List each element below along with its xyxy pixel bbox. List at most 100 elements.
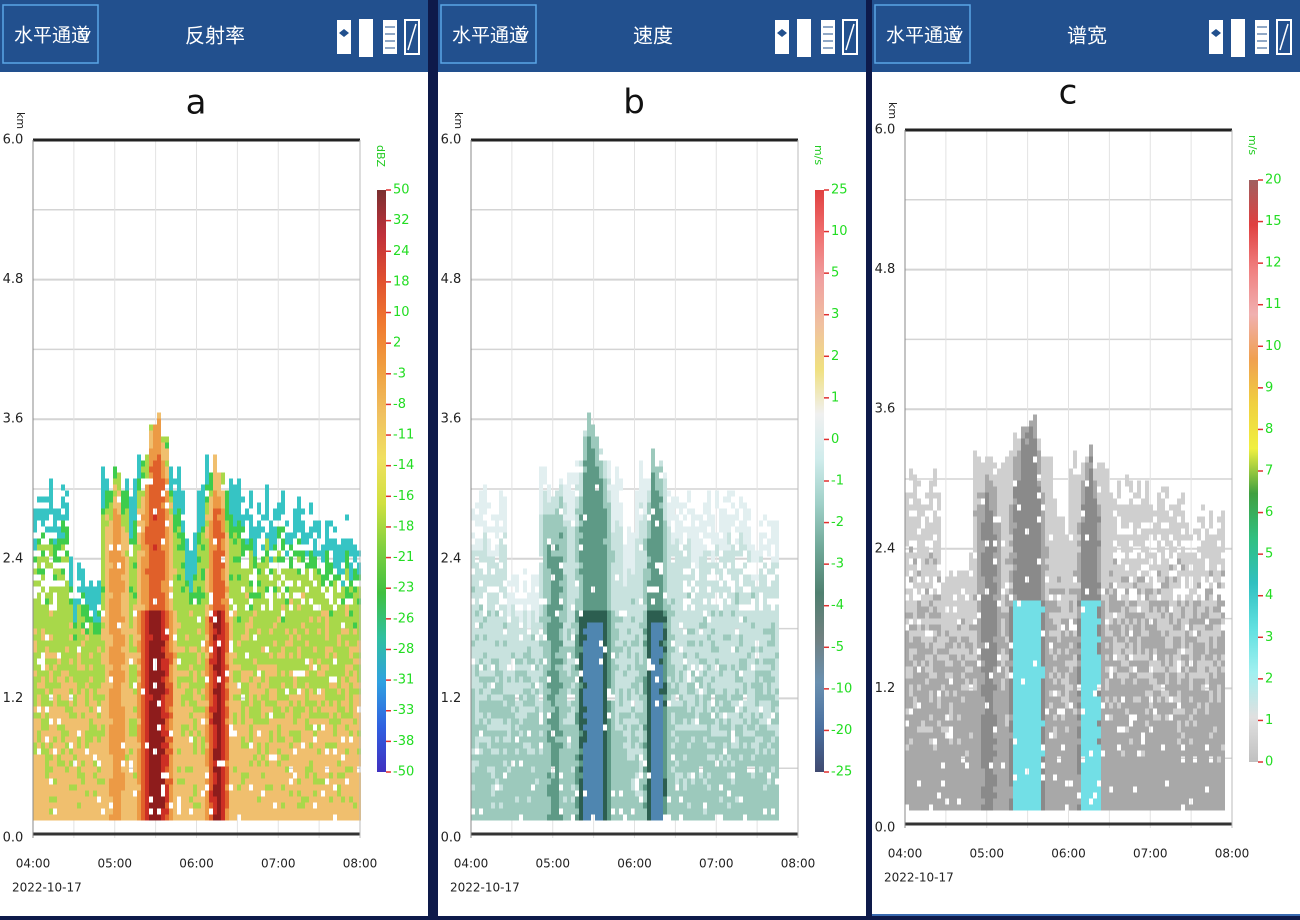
x-tick-label: 07:00 (699, 857, 734, 871)
colorbar-label: -21 (393, 550, 414, 565)
y-unit: km (886, 102, 899, 119)
colorbar-label: -28 (393, 642, 414, 657)
channel-dropdown[interactable]: 水平通道 (440, 4, 537, 64)
panel-label: c (1059, 73, 1078, 113)
heatmap-region (33, 454, 361, 623)
y-tick-label: 1.2 (3, 691, 24, 706)
y-tick-label: 2.4 (441, 551, 462, 566)
colorbar-label: 25 (831, 183, 848, 198)
colorbar-label: 1 (1265, 713, 1273, 728)
layers-icon[interactable] (1211, 29, 1221, 37)
x-tick-label: 08:00 (781, 857, 816, 871)
layers-icon[interactable] (339, 29, 349, 37)
product-title: 谱宽 (1067, 24, 1107, 48)
x-tick-label: 04:00 (888, 847, 923, 861)
expand-button[interactable] (842, 19, 858, 55)
colorbar-label: 3 (831, 307, 839, 322)
blank-button[interactable] (797, 19, 811, 57)
channel-dropdown[interactable]: 水平通道 (2, 4, 99, 64)
colorbar-label: 18 (393, 274, 410, 289)
colorbar-unit: m/s (1246, 135, 1259, 155)
colorbar-label: -1 (831, 474, 844, 489)
date-label: 2022-10-17 (450, 881, 520, 895)
expand-icon[interactable] (1279, 23, 1289, 51)
panel: 水平通道 谱宽 c km 6.0 4.8 3.6 2.4 1.2 0.0 04:00 05:00 06:… (872, 0, 1300, 916)
colorbar-label: 8 (1265, 422, 1273, 437)
colorbar-label: -25 (831, 765, 852, 780)
product-title: 反射率 (185, 24, 245, 48)
table-button[interactable] (1255, 20, 1269, 54)
colorbar-label: 5 (1265, 547, 1273, 562)
blank-button[interactable] (1231, 19, 1245, 57)
x-tick-label: 05:00 (97, 857, 132, 871)
colorbar-label: -2 (831, 515, 844, 530)
expand-button[interactable] (404, 19, 420, 55)
colorbar-label: -10 (831, 681, 852, 696)
colorbar-label: -4 (831, 598, 844, 613)
blank-button[interactable] (359, 19, 373, 57)
panel: 水平通道 反射率 a km 6.0 4.8 3.6 2.4 1.2 0.0 04:00 05:00 06… (0, 0, 428, 916)
y-tick-label: 6.0 (441, 133, 462, 148)
colorbar-label: 2 (1265, 671, 1273, 686)
colorbar-unit: dBZ (374, 145, 387, 168)
colorbar (815, 190, 824, 772)
dropdown-box[interactable] (440, 4, 537, 64)
dropdown-label[interactable]: 水平通道 (452, 25, 528, 47)
colorbar-label: -33 (393, 703, 414, 718)
colorbar-label: -3 (831, 557, 844, 572)
heatmap-region (905, 432, 1225, 763)
y-tick-label: 6.0 (875, 123, 896, 138)
colorbar-label: -38 (393, 734, 414, 749)
table-button[interactable] (383, 20, 397, 54)
x-tick-label: 08:00 (343, 857, 378, 871)
colorbar-label: 10 (831, 224, 848, 239)
expand-button[interactable] (1276, 19, 1292, 55)
y-tick-label: 2.4 (875, 541, 896, 556)
dropdown-arrow[interactable] (951, 30, 963, 43)
colorbar-label: -26 (393, 611, 414, 626)
y-tick-label: 1.2 (875, 681, 896, 696)
dropdown-arrow[interactable] (79, 30, 91, 43)
heatmap-region (583, 622, 663, 821)
expand-icon[interactable] (407, 23, 417, 51)
dropdown-box[interactable] (2, 4, 99, 64)
colorbar-label: 4 (1265, 588, 1273, 603)
y-tick-label: 3.6 (3, 412, 24, 427)
heatmap-region (471, 460, 779, 629)
expand-icon[interactable] (845, 23, 855, 51)
table-button[interactable] (821, 20, 835, 54)
colorbar-label: -3 (393, 366, 406, 381)
colorbar-label: 11 (1265, 297, 1282, 312)
y-tick-label: 0.0 (3, 831, 24, 846)
y-tick-label: 3.6 (441, 412, 462, 427)
dropdown-label[interactable]: 水平通道 (886, 25, 962, 47)
colorbar-label: -11 (393, 428, 414, 443)
panel: 水平通道 速度 b km 6.0 4.8 3.6 2.4 1.2 0.0 04:00 05:00 06:… (438, 0, 866, 916)
channel-dropdown[interactable]: 水平通道 (874, 4, 971, 64)
product-title: 速度 (633, 24, 673, 48)
colorbar-label: -20 (831, 723, 852, 738)
x-tick-label: 07:00 (1133, 847, 1168, 861)
colorbar-label: 10 (1265, 339, 1282, 354)
heatmap-region (1013, 600, 1101, 811)
colorbar-label: 50 (393, 183, 410, 198)
colorbar-label: -16 (393, 489, 414, 504)
y-tick-label: 4.8 (875, 262, 896, 277)
dropdown-arrow[interactable] (517, 30, 529, 43)
colorbar-label: -50 (393, 765, 414, 780)
colorbar-label: 0 (1265, 755, 1273, 770)
layers-icon[interactable] (777, 29, 787, 37)
colorbar-label: -18 (393, 519, 414, 534)
heatmap-region (141, 454, 229, 821)
x-tick-label: 08:00 (1215, 847, 1250, 861)
x-tick-label: 06:00 (617, 857, 652, 871)
dropdown-label[interactable]: 水平通道 (14, 25, 90, 47)
x-tick-label: 04:00 (16, 857, 51, 871)
colorbar-label: 15 (1265, 214, 1282, 229)
heatmap-region (579, 610, 667, 821)
dropdown-box[interactable] (874, 4, 971, 64)
y-tick-label: 0.0 (875, 821, 896, 836)
colorbar-label: -31 (393, 673, 414, 688)
panel-header (438, 0, 866, 72)
